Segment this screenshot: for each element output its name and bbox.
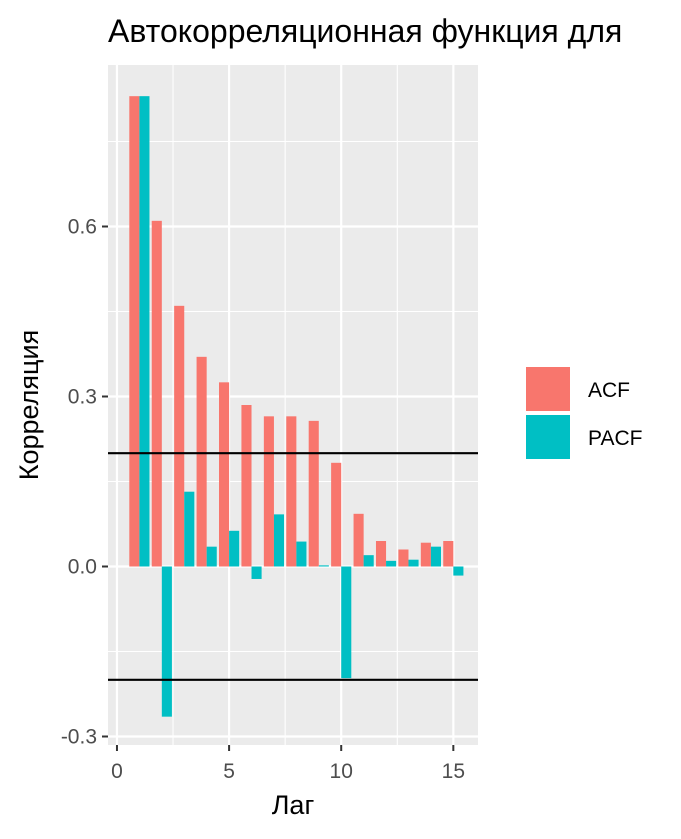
bar-acf-lag-8 [286,416,297,567]
bar-pacf-lag-4 [206,546,217,567]
x-axis-title: Лаг [272,790,315,820]
bar-acf-lag-15 [443,541,454,567]
y-tick-label: 0.6 [68,216,97,239]
confidence-lines [108,452,478,681]
x-tick-label: 5 [223,760,235,783]
bar-pacf-lag-14 [430,546,441,567]
legend: ACF PACF [526,367,642,459]
bar-pacf-lag-10 [341,566,352,679]
bar-pacf-lag-9 [318,565,329,567]
bar-pacf-lag-1 [139,96,150,567]
bar-acf-lag-14 [420,542,431,567]
bar-acf-lag-6 [241,405,252,567]
bar-acf-lag-11 [353,513,364,567]
bar-pacf-lag-5 [229,530,240,567]
y-tick-label: 0.3 [68,386,97,409]
x-tick-label: 0 [111,760,123,783]
legend-key-acf [526,367,570,411]
bar-pacf-lag-7 [273,514,285,567]
chart-title: Автокорреляционная функция для [108,13,622,49]
legend-label-acf: ACF [588,379,630,402]
x-tick-label: 15 [442,760,465,783]
y-axis: -0.3 0.0 0.3 0.6 [61,216,108,749]
bar-acf-lag-3 [174,305,185,567]
bar-acf-lag-5 [219,382,230,567]
bar-pacf-lag-6 [251,566,262,579]
bar-acf-lag-10 [331,462,342,567]
x-axis: 0 5 10 15 [111,745,465,783]
bar-acf-lag-7 [263,416,274,567]
bar-pacf-lag-12 [386,560,397,567]
legend-label-pacf: PACF [588,427,642,450]
legend-key-pacf [526,415,570,459]
bar-acf-lag-13 [398,549,409,567]
y-axis-title: Корреляция [14,330,44,480]
bar-acf-lag-9 [308,420,319,567]
y-tick-label: -0.3 [61,726,97,749]
bar-acf-lag-1 [129,96,140,567]
bar-acf-lag-2 [151,220,162,567]
bar-acf-lag-12 [375,541,387,567]
bar-pacf-lag-2 [161,566,172,717]
bar-pacf-lag-11 [363,555,374,567]
bar-pacf-lag-3 [184,491,195,567]
bar-acf-lag-4 [196,356,207,567]
bar-pacf-lag-13 [408,559,419,567]
bars [129,96,464,717]
y-tick-label: 0.0 [68,556,97,579]
bar-pacf-lag-8 [296,541,307,567]
bar-pacf-lag-15 [453,566,464,576]
x-tick-label: 10 [330,760,353,783]
